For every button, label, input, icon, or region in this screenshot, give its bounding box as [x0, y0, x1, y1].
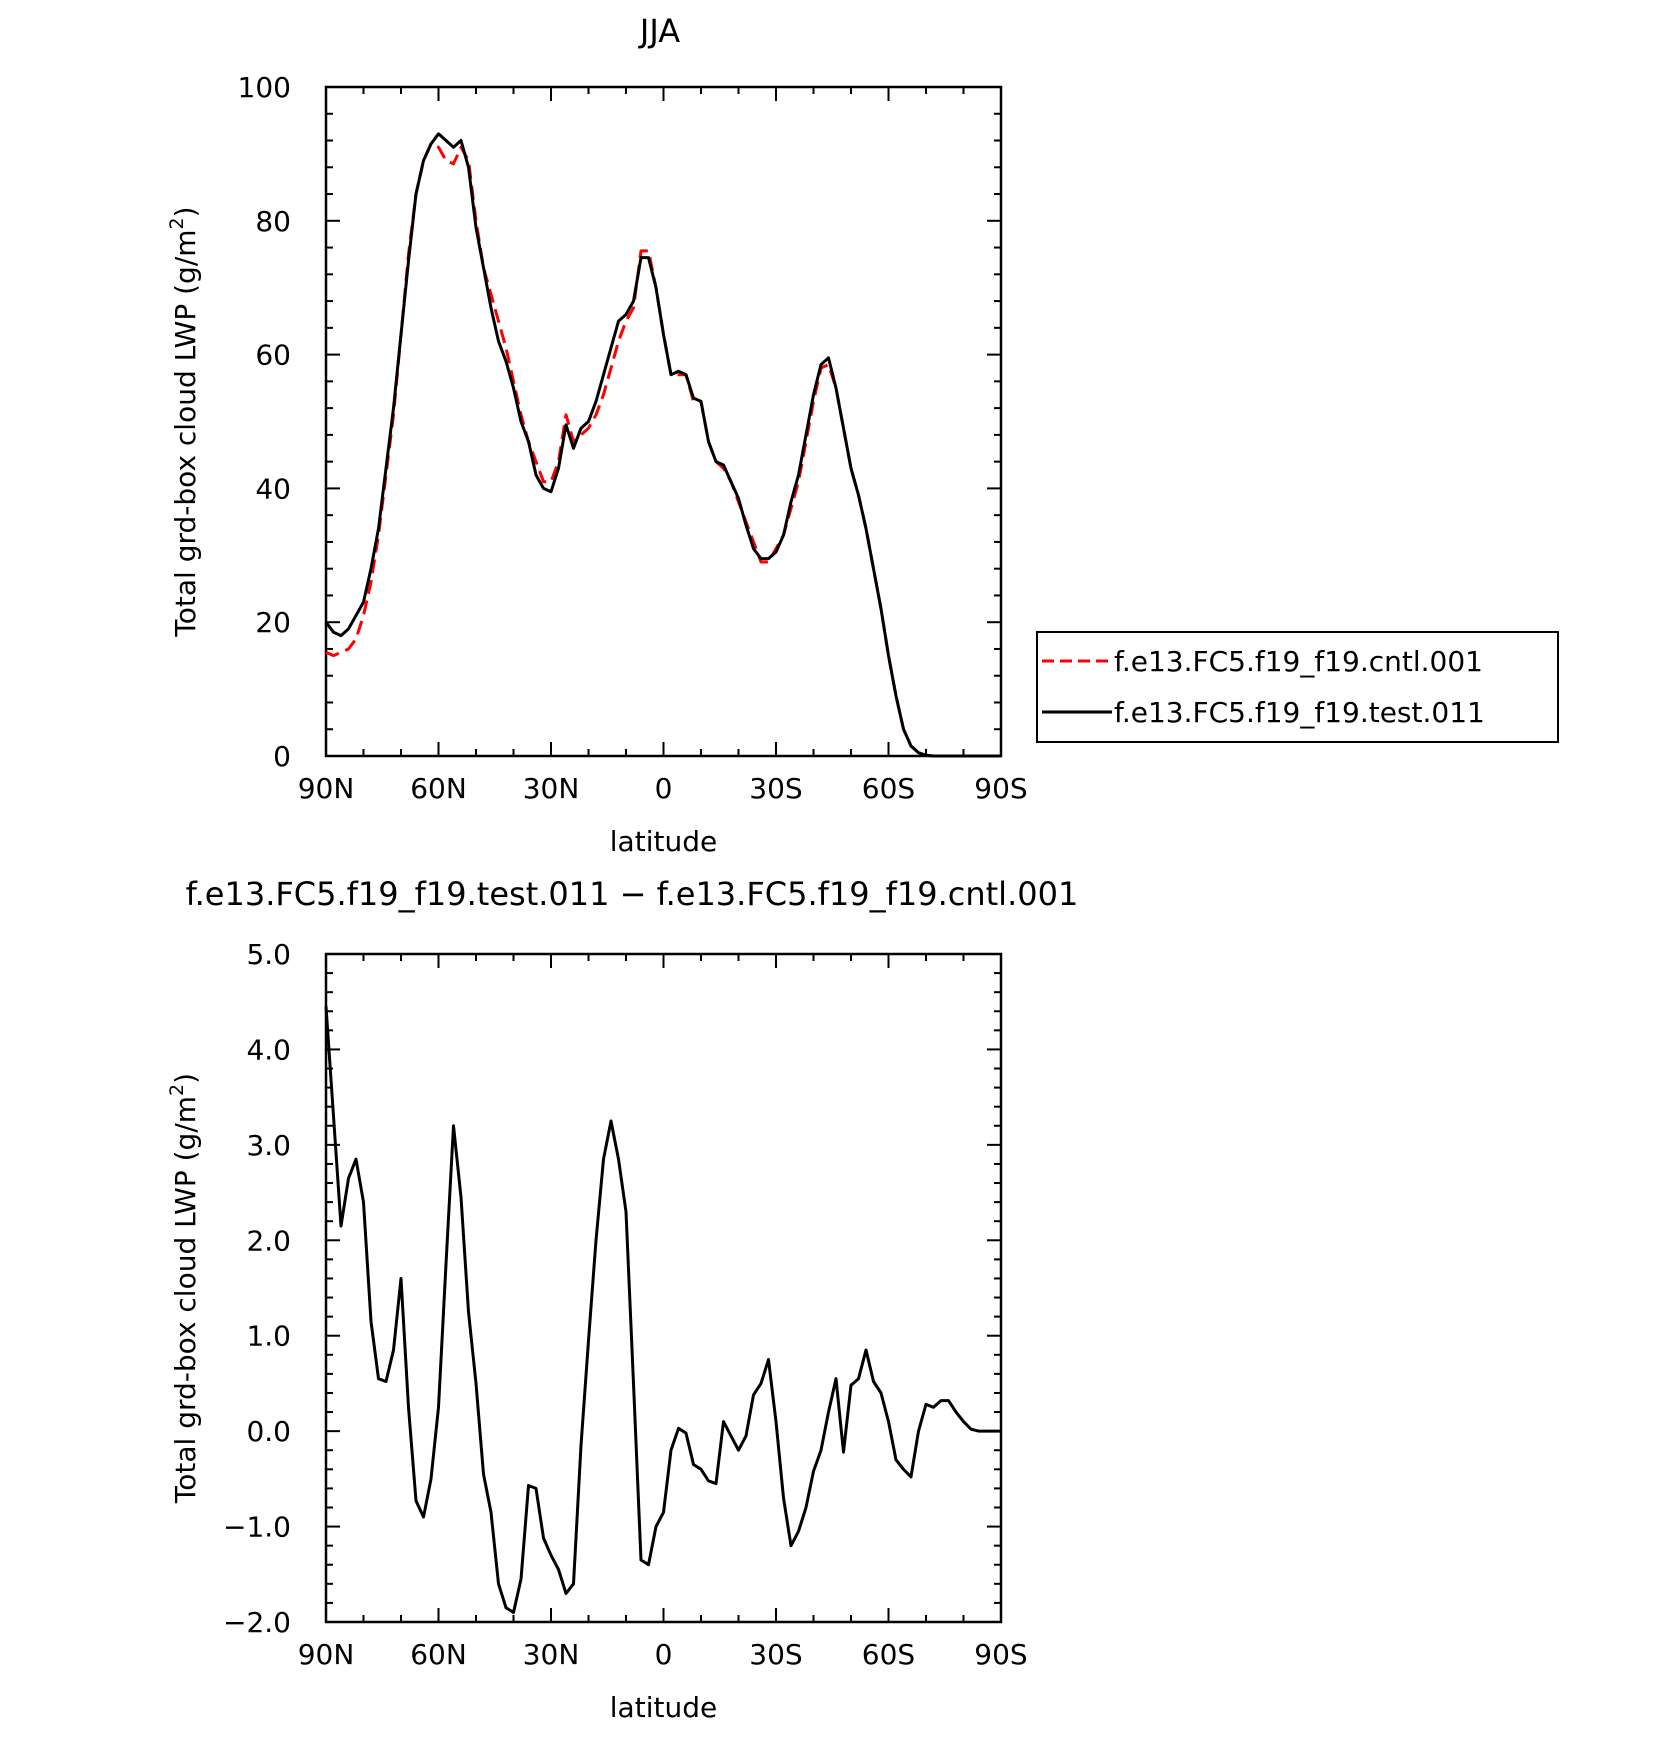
- x-axis-title: latitude: [610, 1691, 717, 1724]
- x-tick-label: 60S: [862, 1638, 915, 1671]
- y-tick-label: 0: [273, 740, 291, 773]
- bottom-plot: f.e13.FC5.f19_f19.test.011 − f.e13.FC5.f…: [166, 875, 1078, 1724]
- y-tick-label: 100: [238, 71, 291, 104]
- y-tick-label: 2.0: [246, 1224, 291, 1257]
- x-axis-title: latitude: [610, 825, 717, 858]
- y-axis-title-main: Total grd-box cloud LWP (g/m: [169, 229, 202, 637]
- y-tick-label: 0.0: [246, 1415, 291, 1448]
- series-line-0: [325, 142, 1001, 758]
- y-axis-title-main: Total grd-box cloud LWP (g/m: [169, 1096, 202, 1504]
- legend: f.e13.FC5.f19_f19.cntl.001 f.e13.FC5.f19_…: [1036, 631, 1559, 743]
- y-tick-label: 1.0: [246, 1320, 291, 1353]
- x-tick-label: 30N: [523, 772, 580, 805]
- x-tick-label: 60N: [410, 772, 467, 805]
- x-tick-label: 30S: [749, 772, 802, 805]
- y-tick-label: 4.0: [246, 1033, 291, 1066]
- legend-label-0: f.e13.FC5.f19_f19.cntl.001: [1114, 645, 1483, 678]
- series-line-1: [324, 132, 1001, 758]
- y-axis-title-sup: 2: [166, 217, 188, 229]
- x-tick-label: 30S: [749, 1638, 802, 1671]
- legend-label-1: f.e13.FC5.f19_f19.test.011: [1114, 696, 1485, 729]
- y-tick-label: 20: [255, 606, 291, 639]
- x-tick-label: 0: [655, 1638, 673, 1671]
- x-tick-label: 60S: [862, 772, 915, 805]
- y-axis-title-end: ): [169, 1073, 202, 1084]
- plot-title: f.e13.FC5.f19_f19.test.011 − f.e13.FC5.f…: [186, 875, 1079, 913]
- y-axis-title: Total grd-box cloud LWP (g/m2): [166, 1073, 202, 1504]
- legend-box: [1036, 631, 1559, 743]
- y-axis-title: Total grd-box cloud LWP (g/m2): [166, 206, 202, 637]
- plot-title: JJA: [638, 12, 680, 50]
- plot-frame: [324, 952, 1003, 1624]
- x-tick-label: 90S: [974, 772, 1027, 805]
- y-tick-label: 60: [255, 339, 291, 372]
- plot-frame: [324, 85, 1003, 758]
- x-tick-label: 30N: [523, 1638, 580, 1671]
- series-line-0: [324, 1006, 1001, 1614]
- y-tick-label: 3.0: [246, 1129, 291, 1162]
- y-tick-label: 40: [255, 472, 291, 505]
- y-axis-title-end: ): [169, 206, 202, 217]
- y-tick-label: −2.0: [223, 1606, 291, 1639]
- x-tick-label: 60N: [410, 1638, 467, 1671]
- x-tick-label: 90N: [298, 1638, 355, 1671]
- x-tick-label: 0: [655, 772, 673, 805]
- x-tick-label: 90N: [298, 772, 355, 805]
- y-tick-label: 5.0: [246, 938, 291, 971]
- y-tick-label: 80: [255, 205, 291, 238]
- y-axis-title-sup: 2: [166, 1084, 188, 1096]
- x-tick-label: 90S: [974, 1638, 1027, 1671]
- top-plot: JJA 90N 60N 30N 0 30S 60S 90S 0 20 40 60 80 100 latitu…: [166, 12, 1028, 858]
- y-tick-label: −1.0: [223, 1511, 291, 1544]
